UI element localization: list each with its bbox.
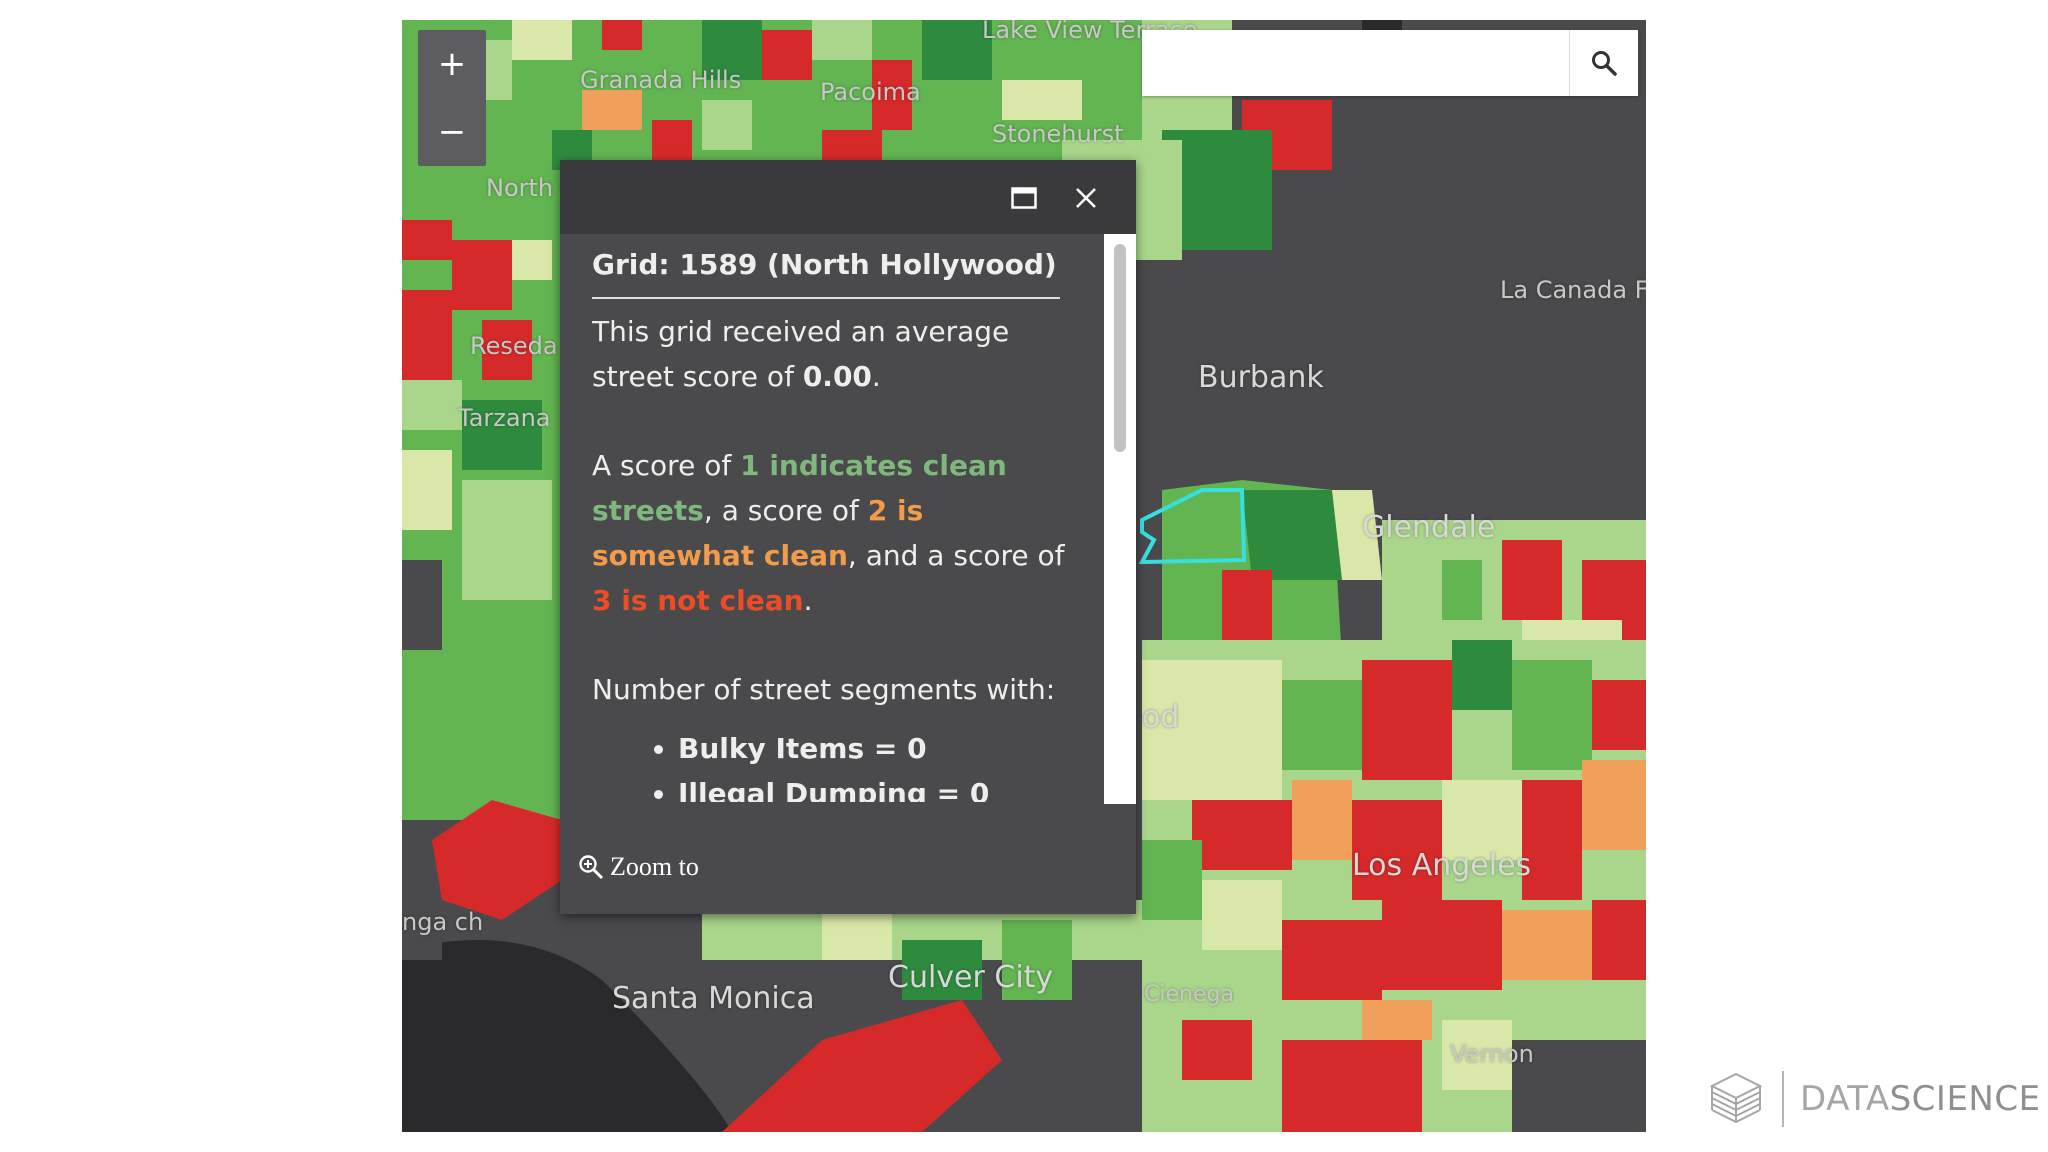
maximize-button[interactable] bbox=[1004, 178, 1044, 218]
label-los-angeles: Los Angeles bbox=[1352, 848, 1532, 883]
search-bar bbox=[1142, 30, 1638, 96]
ocean bbox=[402, 940, 732, 1132]
search-input[interactable] bbox=[1142, 30, 1562, 96]
label-burbank: Burbank bbox=[1198, 360, 1324, 395]
legend-paragraph: A score of 1 indicates clean streets, a … bbox=[592, 443, 1080, 623]
logo-text-data: DATA bbox=[1800, 1079, 1890, 1119]
label-santa-monica: Santa Monica bbox=[612, 981, 815, 1016]
legend-clean: 1 indicates clean streets bbox=[592, 449, 1007, 527]
close-icon bbox=[1076, 188, 1096, 208]
zoom-to-link[interactable]: Zoom to bbox=[578, 852, 699, 882]
legend-somewhat-clean: 2 is somewhat clean bbox=[592, 494, 924, 572]
zoom-in-magnifier-icon bbox=[579, 855, 604, 880]
legend-not-clean: 3 is not clean bbox=[592, 584, 804, 617]
label-granada-hills: Granada Hills bbox=[580, 66, 742, 94]
score-paragraph: This grid received an average street sco… bbox=[592, 309, 1080, 399]
logo-mark-icon bbox=[1709, 1072, 1763, 1124]
popup-content[interactable]: Grid: 1589 (North Hollywood) This grid r… bbox=[592, 234, 1080, 802]
maximize-icon bbox=[1011, 187, 1037, 209]
label-cienega: Cienega bbox=[1144, 982, 1234, 1007]
popup-header bbox=[560, 160, 1136, 234]
choropleth-layer[interactable] bbox=[402, 20, 1646, 1132]
legend-end: . bbox=[803, 584, 813, 617]
score-text: This grid received an average street sco… bbox=[592, 315, 1010, 393]
score-value: 0.00 bbox=[802, 360, 872, 393]
label-stonehurst: Stonehurst bbox=[992, 120, 1124, 148]
label-culver-city: Culver City bbox=[888, 960, 1054, 995]
scrollbar-thumb[interactable] bbox=[1114, 244, 1126, 452]
label-vernon: Vernon bbox=[1450, 1040, 1534, 1068]
map-view[interactable]: Granada Hills Pacoima Lake View Terrace … bbox=[402, 20, 1646, 1132]
label-la-canada-flintridge: La Canada Flintridge bbox=[1500, 276, 1646, 304]
logo-divider bbox=[1782, 1071, 1784, 1127]
legend-text-c: , and a score of bbox=[847, 539, 1065, 572]
label-pacoima: Pacoima bbox=[820, 78, 921, 106]
label-topanga-partial: nga ch bbox=[402, 908, 484, 936]
logo-text-science: SCIENCE bbox=[1889, 1079, 2041, 1119]
zoom-to-label: Zoom to bbox=[610, 852, 699, 881]
search-button[interactable] bbox=[1569, 30, 1638, 96]
zoom-controls: + − bbox=[418, 30, 486, 166]
close-button[interactable] bbox=[1066, 178, 1106, 218]
label-lake-view-terrace: Lake View Terrace bbox=[982, 20, 1198, 44]
score-end: . bbox=[871, 360, 881, 393]
zoom-out-button[interactable]: − bbox=[437, 112, 467, 152]
info-popup: Grid: 1589 (North Hollywood) This grid r… bbox=[560, 160, 1136, 914]
label-north-hollywood-partial: North bbox=[486, 174, 554, 202]
label-tarzana: Tarzana bbox=[458, 404, 551, 432]
segments-heading: Number of street segments with: bbox=[592, 673, 1056, 706]
list-item: Illegal Dumping = 0 bbox=[678, 771, 1080, 802]
segments-list: Bulky Items = 0 Illegal Dumping = 0 bbox=[592, 726, 1080, 802]
legend-text-a: A score of bbox=[592, 449, 741, 482]
logo-text: DATASCIENCE bbox=[1800, 1079, 2041, 1119]
legend-text-b: , a score of bbox=[703, 494, 868, 527]
list-item: Bulky Items = 0 bbox=[678, 726, 1080, 771]
selected-grid-outline bbox=[1138, 488, 1247, 565]
search-icon bbox=[1592, 51, 1617, 76]
label-reseda: Reseda bbox=[470, 332, 558, 360]
label-glendale: Glendale bbox=[1362, 510, 1496, 545]
zoom-in-button[interactable]: + bbox=[437, 44, 467, 84]
popup-title: Grid: 1589 (North Hollywood) bbox=[592, 242, 1060, 299]
popup-scrollbar[interactable] bbox=[1104, 234, 1136, 804]
label-hollywood-partial: od bbox=[1142, 700, 1180, 735]
datascience-logo: DATASCIENCE bbox=[1708, 1070, 2041, 1128]
